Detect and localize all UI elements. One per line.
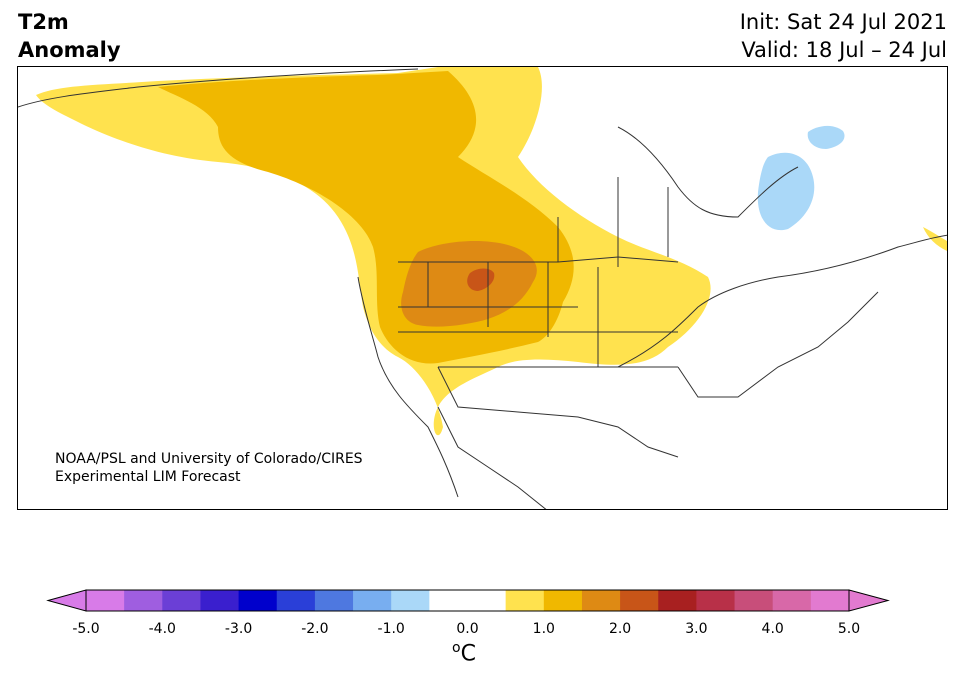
colorbar-segment — [200, 590, 240, 611]
map-svg — [18, 67, 947, 509]
colorbar-tick-label: 1.0 — [532, 621, 555, 637]
cold-anomaly-region — [757, 152, 815, 231]
cold-anomaly-region-north — [807, 125, 845, 149]
colorbar-segment — [620, 590, 659, 611]
colorbar-under-arrow — [46, 589, 87, 612]
colorbar-segment — [391, 590, 430, 611]
colorbar-segment — [543, 590, 583, 611]
colorbar-unit: oC — [452, 640, 476, 666]
colorbar-segment — [162, 590, 201, 611]
colorbar-segment — [658, 590, 697, 611]
colorbar — [46, 589, 890, 612]
colorbar-tick-label: 3.0 — [685, 621, 708, 637]
colorbar-segment — [505, 590, 545, 611]
colorbar-tick-label: -4.0 — [148, 621, 176, 637]
colorbar-segment — [314, 590, 354, 611]
title-line-2: Anomaly — [18, 38, 121, 62]
map-title: T2m Anomaly — [18, 8, 121, 64]
colorbar-segment — [467, 590, 507, 611]
unit-letter: C — [460, 641, 476, 667]
colorbar-tick-label: 0.0 — [456, 621, 479, 637]
colorbar-tick-label: -1.0 — [377, 621, 405, 637]
colorbar-tick-label: 4.0 — [761, 621, 784, 637]
colorbar-segment — [581, 590, 621, 611]
title-line-1: T2m — [18, 10, 69, 34]
credit-line-2: Experimental LIM Forecast — [55, 469, 241, 485]
anomaly-region-east — [923, 227, 947, 252]
colorbar-segment — [772, 590, 812, 611]
unit-degree: o — [452, 640, 461, 656]
colorbar-segment — [238, 590, 278, 611]
colorbar-tick-label: -3.0 — [224, 621, 253, 637]
colorbar-segment — [124, 590, 163, 611]
colorbar-segment — [734, 590, 774, 611]
credit-text: NOAA/PSL and University of Colorado/CIRE… — [55, 450, 363, 486]
colorbar-segment — [696, 590, 736, 611]
init-date: Init: Sat 24 Jul 2021 — [739, 10, 947, 34]
colorbar-tick-label: -2.0 — [301, 621, 329, 637]
colorbar-segment — [276, 590, 316, 611]
colorbar-tick-label: 5.0 — [837, 621, 861, 637]
colorbar-segment — [86, 590, 125, 611]
colorbar-tick-label: 2.0 — [608, 621, 632, 637]
map-borders — [18, 68, 947, 509]
anomaly-map — [17, 66, 948, 510]
colorbar-segment — [353, 590, 392, 611]
anomaly-region-light — [36, 67, 711, 436]
forecast-info: Init: Sat 24 Jul 2021 Valid: 18 Jul – 24… — [740, 8, 947, 64]
colorbar-border — [85, 589, 850, 612]
valid-range: Valid: 18 Jul – 24 Jul — [741, 38, 947, 62]
colorbar-over-arrow — [848, 589, 890, 612]
colorbar-segment — [810, 590, 850, 611]
credit-line-1: NOAA/PSL and University of Colorado/CIRE… — [55, 451, 363, 467]
colorbar-tick-label: -5.0 — [72, 621, 100, 637]
colorbar-segment — [429, 590, 468, 611]
